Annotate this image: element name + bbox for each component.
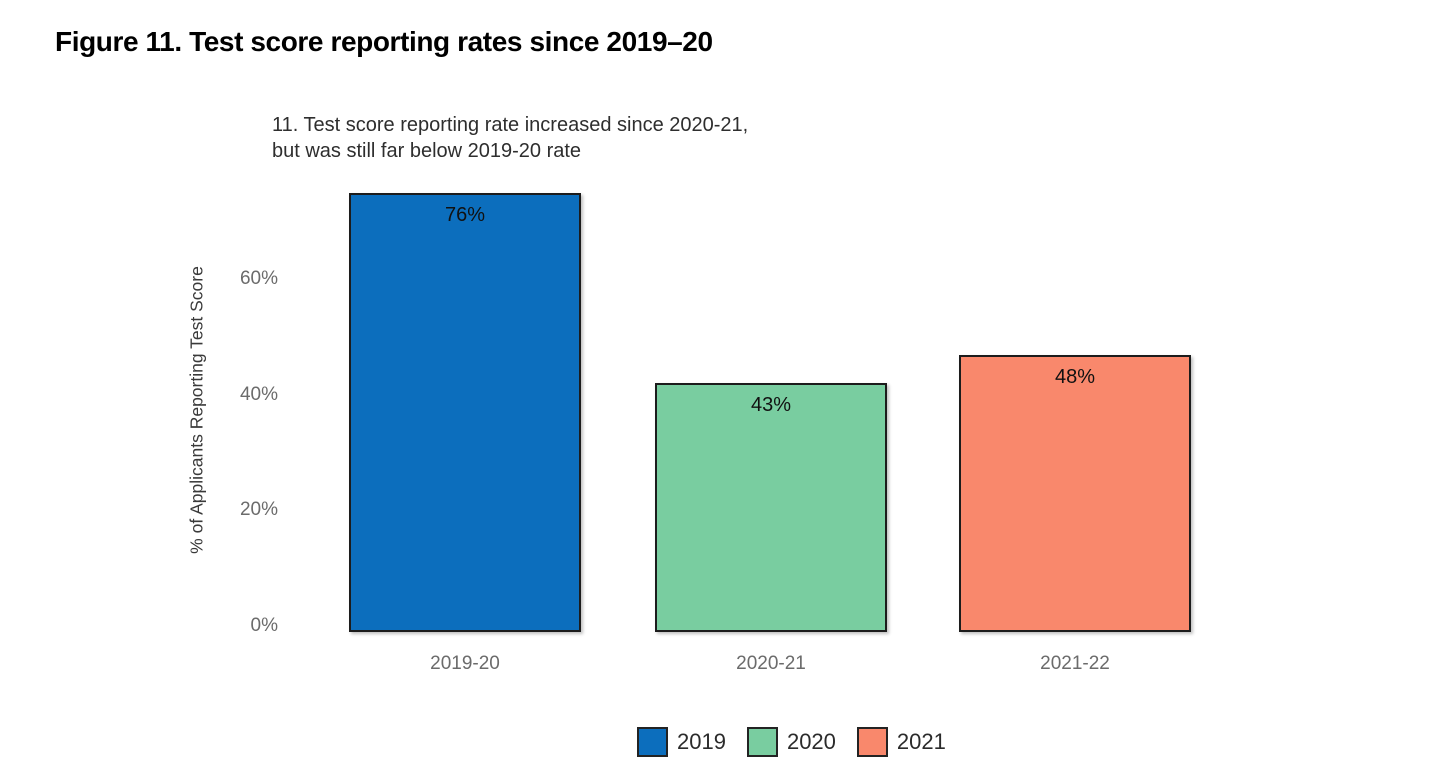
- legend-swatch-icon: [637, 727, 668, 757]
- legend: 2019 2020 2021: [637, 727, 946, 757]
- y-tick-label: 60%: [239, 268, 278, 290]
- legend-swatch-icon: [856, 727, 888, 757]
- x-tick-label: 2021-22: [1040, 653, 1110, 674]
- legend-swatch-icon: [746, 727, 778, 757]
- bar-value-label: 76%: [444, 204, 486, 226]
- y-tick-label: 40%: [239, 383, 278, 405]
- x-tick-label: 2019-20: [430, 653, 500, 674]
- legend-item: 2019: [637, 727, 726, 757]
- y-tick-label: 0%: [250, 615, 278, 636]
- legend-label: 2021: [896, 729, 946, 754]
- legend-label: 2020: [786, 729, 836, 754]
- legend-item: 2020: [746, 727, 836, 757]
- legend-label: 2019: [677, 729, 726, 754]
- bar-2021-22: 48%: [959, 355, 1191, 632]
- bar-value-label: 43%: [750, 394, 792, 416]
- bar-value-label: 48%: [1054, 366, 1096, 388]
- y-tick-label: 20%: [239, 499, 278, 521]
- figure-heading: Figure 11. Test score reporting rates si…: [55, 26, 713, 57]
- legend-item: 2021: [856, 727, 946, 757]
- bar-2020-21: 43%: [655, 383, 887, 632]
- bar-2019-20: 76%: [349, 193, 581, 632]
- chart-title: 11. Test score reporting rate increased …: [272, 114, 749, 162]
- x-tick-label: 2020-21: [736, 653, 806, 674]
- y-axis-label: % of Applicants Reporting Test Score: [186, 266, 207, 554]
